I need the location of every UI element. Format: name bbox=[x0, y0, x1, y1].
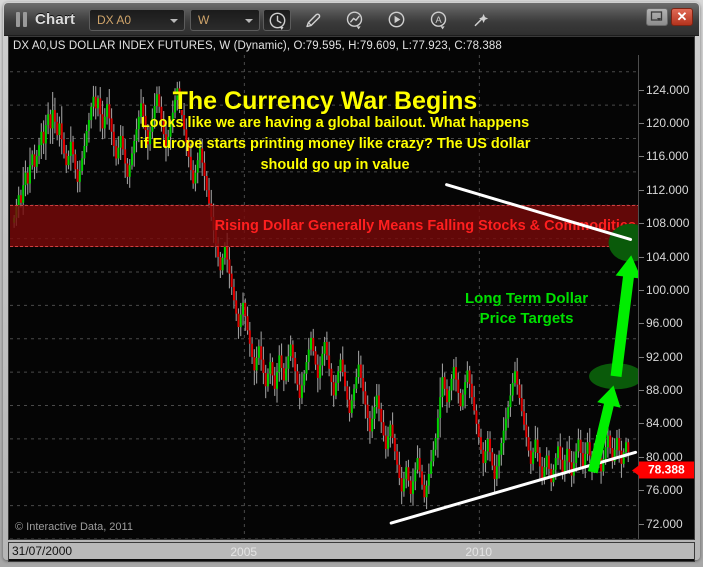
chevron-down-icon bbox=[245, 19, 253, 23]
play-icon-button[interactable] bbox=[384, 8, 410, 33]
price-axis-tick bbox=[639, 323, 644, 325]
annotate-icon-button[interactable]: A bbox=[426, 8, 452, 33]
copyright-watermark: © Interactive Data, 2011 bbox=[15, 521, 133, 533]
price-axis-label: 76.000 bbox=[646, 483, 683, 498]
chevron-down-icon bbox=[170, 19, 178, 23]
drawing-overlays-layer bbox=[389, 183, 640, 525]
price-target-label-line1: Long Term Dollar bbox=[465, 289, 589, 307]
price-axis-label: 112.000 bbox=[646, 182, 689, 197]
price-axis-label: 124.000 bbox=[646, 82, 690, 97]
chart-canvas-area[interactable]: DX A0,US DOLLAR INDEX FUTURES, W (Dynami… bbox=[8, 36, 695, 540]
price-axis-tick bbox=[639, 223, 644, 225]
price-axis-label: 120.000 bbox=[646, 116, 690, 131]
price-axis-label: 96.000 bbox=[646, 316, 683, 331]
price-axis-label: 72.000 bbox=[646, 516, 683, 531]
time-axis-label: 2010 bbox=[465, 545, 493, 559]
current-price-value: 78.388 bbox=[648, 462, 685, 477]
price-axis-tick bbox=[639, 289, 644, 291]
indicator-icon-button[interactable] bbox=[342, 8, 368, 33]
title-bar: Chart DX A0 W bbox=[4, 3, 699, 36]
interval-value: W bbox=[198, 13, 210, 27]
price-axis[interactable]: 78.388 124.000 120.000 116.000 112.000 108.0… bbox=[632, 55, 694, 539]
price-target-label: Long Term Dollar Price Targets bbox=[465, 289, 588, 329]
price-axis-label: 100.000 bbox=[646, 282, 690, 297]
svg-text:A: A bbox=[435, 15, 442, 26]
price-plot-area[interactable]: Rising Dollar Generally Means Falling St… bbox=[10, 55, 640, 539]
price-axis-label: 84.000 bbox=[646, 416, 683, 431]
price-target-label-line2: Price Targets bbox=[479, 309, 574, 327]
tools-icon-button[interactable] bbox=[468, 8, 494, 33]
current-price-tag: 78.388 bbox=[632, 461, 694, 479]
price-axis-label: 92.000 bbox=[646, 349, 683, 364]
price-axis-label: 80.000 bbox=[646, 449, 683, 464]
price-axis-tick bbox=[639, 89, 644, 91]
price-axis-label: 104.000 bbox=[646, 249, 690, 264]
price-axis-tick bbox=[639, 490, 644, 492]
window-title: Chart bbox=[35, 11, 76, 28]
split-pane-icon bbox=[15, 12, 29, 27]
indicator-icon bbox=[346, 11, 363, 30]
headline-annotation: The Currency War Begins bbox=[172, 86, 478, 115]
restore-icon bbox=[650, 11, 663, 21]
chart-info-line: DX A0,US DOLLAR INDEX FUTURES, W (Dynami… bbox=[13, 40, 502, 52]
price-axis-tick bbox=[639, 423, 644, 425]
clock-icon-button[interactable] bbox=[263, 9, 291, 31]
price-tag-arrow-icon bbox=[632, 464, 640, 477]
time-axis[interactable]: 31/07/2000 2005 2010 bbox=[8, 542, 695, 562]
price-axis-label: 108.000 bbox=[646, 216, 690, 231]
symbol-selector[interactable]: DX A0 bbox=[89, 9, 185, 31]
red-zone-label: Rising Dollar Generally Means Falling St… bbox=[214, 218, 636, 235]
price-axis-tick bbox=[639, 123, 644, 125]
interval-selector[interactable]: W bbox=[190, 9, 260, 31]
price-axis-label: 116.000 bbox=[646, 149, 689, 164]
play-icon bbox=[388, 11, 405, 28]
price-axis-tick bbox=[639, 456, 644, 458]
price-axis-tick bbox=[639, 256, 644, 258]
subtext-annotation: Looks like we are having a global bailou… bbox=[139, 115, 531, 174]
price-axis-tick bbox=[639, 356, 644, 358]
time-axis-current-label: 31/07/2000 bbox=[9, 543, 694, 559]
pencil-icon bbox=[306, 13, 321, 28]
price-axis-tick bbox=[639, 156, 644, 158]
price-axis-tick bbox=[639, 390, 644, 392]
symbol-value: DX A0 bbox=[97, 13, 132, 27]
clock-icon bbox=[269, 12, 286, 30]
time-axis-label: 2005 bbox=[230, 545, 258, 559]
close-icon: ✕ bbox=[676, 9, 688, 24]
tools-icon bbox=[474, 14, 489, 27]
close-window-button[interactable]: ✕ bbox=[671, 8, 693, 26]
price-axis-tick bbox=[639, 189, 644, 191]
price-axis-tick bbox=[639, 523, 644, 525]
pencil-icon-button[interactable] bbox=[300, 8, 326, 33]
restore-window-button[interactable] bbox=[646, 8, 668, 26]
annotate-icon: A bbox=[430, 11, 447, 30]
price-axis-label: 88.000 bbox=[646, 383, 683, 398]
